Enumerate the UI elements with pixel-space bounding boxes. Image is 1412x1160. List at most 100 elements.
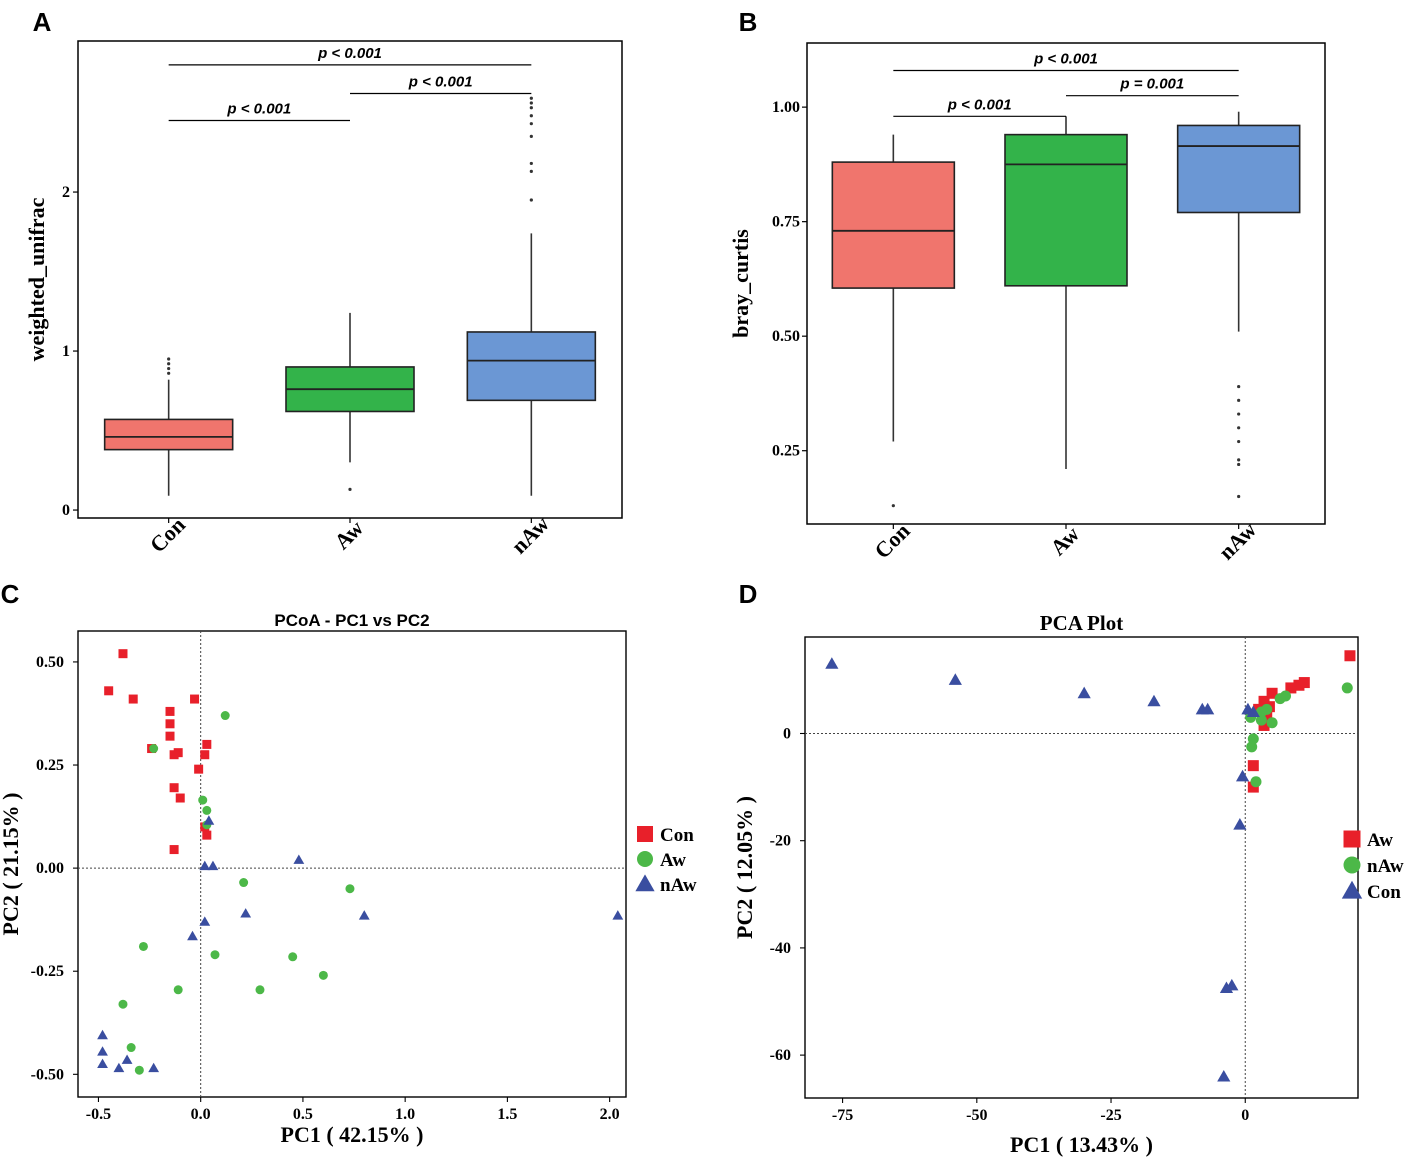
data-point	[134, 1065, 144, 1075]
panel-letter: B	[739, 7, 758, 37]
panel-c: C PCoA - PC1 vs PC2 -0.5 0.0 0.5 1.0 1.5 2.0 -0.…	[0, 579, 697, 1147]
y-tick-label: -40	[770, 940, 791, 957]
legend: Aw nAw Con	[1341, 830, 1404, 903]
data-point	[173, 985, 183, 995]
y-tick-label: -20	[770, 833, 791, 850]
outlier-point	[167, 371, 171, 375]
outlier-point	[167, 357, 171, 361]
data-point	[1246, 705, 1260, 717]
legend-marker	[635, 874, 655, 892]
data-point	[239, 878, 249, 888]
data-point	[220, 711, 230, 721]
legend: Con Aw nAw	[635, 825, 697, 896]
outlier-point	[529, 169, 533, 173]
data-point	[1247, 760, 1259, 772]
y-tick-label: 0	[62, 502, 70, 519]
legend-label: nAw	[1367, 856, 1404, 877]
y-tick-label: 0.00	[36, 860, 64, 877]
data-point	[126, 1043, 136, 1053]
outlier-point	[167, 362, 171, 366]
data-point	[97, 1046, 108, 1056]
y-tick-label: 2	[62, 184, 70, 201]
data-point	[202, 830, 212, 840]
data-point	[948, 673, 962, 685]
outlier-point	[529, 161, 533, 166]
y-tick-label: 0.75	[772, 214, 800, 231]
box-naw	[1176, 124, 1301, 214]
outlier-point	[529, 106, 533, 110]
series-con	[825, 657, 1260, 1082]
x-tick-label: 1.5	[497, 1106, 517, 1123]
data-point	[1233, 818, 1247, 830]
x-tick-label: 0	[1241, 1107, 1249, 1124]
data-point	[121, 1054, 133, 1064]
outlier-point	[1237, 398, 1241, 402]
data-point	[149, 744, 159, 754]
outlier-point	[1237, 458, 1241, 462]
data-point	[104, 686, 114, 696]
x-tick-label: -50	[966, 1107, 987, 1124]
legend-marker	[1343, 830, 1361, 848]
data-point	[169, 845, 179, 855]
data-point	[200, 750, 210, 760]
x-category-label: Con	[869, 518, 914, 563]
y-tick-label: 0.25	[36, 757, 64, 774]
data-point	[1255, 714, 1267, 726]
data-point	[202, 739, 212, 749]
plot-frame	[77, 630, 627, 1098]
data-point	[190, 694, 200, 704]
x-tick-label: 1.0	[395, 1106, 415, 1123]
legend-label: Con	[1367, 882, 1401, 903]
legend-label: Con	[660, 825, 694, 846]
data-point	[113, 1062, 125, 1073]
outlier-point	[529, 101, 533, 105]
box-naw	[466, 331, 597, 402]
data-point	[612, 910, 624, 920]
data-point	[825, 657, 839, 669]
p-value-label: p < 0.001	[1033, 50, 1098, 67]
data-point	[203, 815, 215, 825]
legend-marker	[637, 826, 653, 842]
data-point	[1274, 693, 1286, 705]
data-point	[1077, 686, 1091, 699]
outlier-point	[1237, 439, 1241, 444]
panel-letter: A	[33, 7, 52, 37]
y-axis-label: PC2 ( 12.05% )	[732, 796, 757, 939]
y-tick-label: 0	[783, 725, 791, 742]
data-point	[165, 706, 175, 716]
data-point	[1235, 769, 1250, 782]
plot-title: PCoA - PC1 vs PC2	[274, 611, 429, 630]
y-axis-label: weighted_unifrac	[24, 197, 49, 361]
outlier-point	[1237, 384, 1241, 389]
outlier-point	[529, 114, 533, 118]
data-point	[128, 694, 138, 704]
data-point	[1219, 981, 1234, 994]
x-category-label: Aw	[329, 515, 368, 554]
x-axis-label: PC1 ( 13.43% )	[1010, 1132, 1153, 1157]
data-point	[1344, 650, 1356, 662]
data-point	[97, 1058, 108, 1069]
outlier-point	[529, 122, 533, 126]
p-value-label: p < 0.001	[947, 96, 1012, 113]
data-point	[1293, 679, 1305, 691]
legend-label: Aw	[1367, 830, 1393, 851]
outlier-point	[1237, 426, 1241, 430]
data-point	[118, 999, 128, 1009]
data-point	[97, 1029, 108, 1040]
data-point	[1246, 741, 1258, 753]
data-point	[138, 941, 148, 951]
outlier-point	[1237, 494, 1241, 499]
data-point	[198, 795, 208, 805]
y-tick-label: -60	[770, 1047, 791, 1064]
y-tick-label: 0.50	[36, 654, 64, 671]
y-axis-label: bray_curtis	[728, 229, 753, 338]
y-tick-label: 0.25	[772, 443, 800, 460]
data-point	[165, 719, 175, 729]
y-tick-label: 1	[62, 343, 70, 360]
box-con	[103, 418, 234, 451]
x-tick-label: 0.0	[191, 1106, 211, 1123]
y-axis-label: PC2 ( 21.15% )	[0, 793, 23, 936]
x-category-label: Con	[145, 512, 190, 557]
